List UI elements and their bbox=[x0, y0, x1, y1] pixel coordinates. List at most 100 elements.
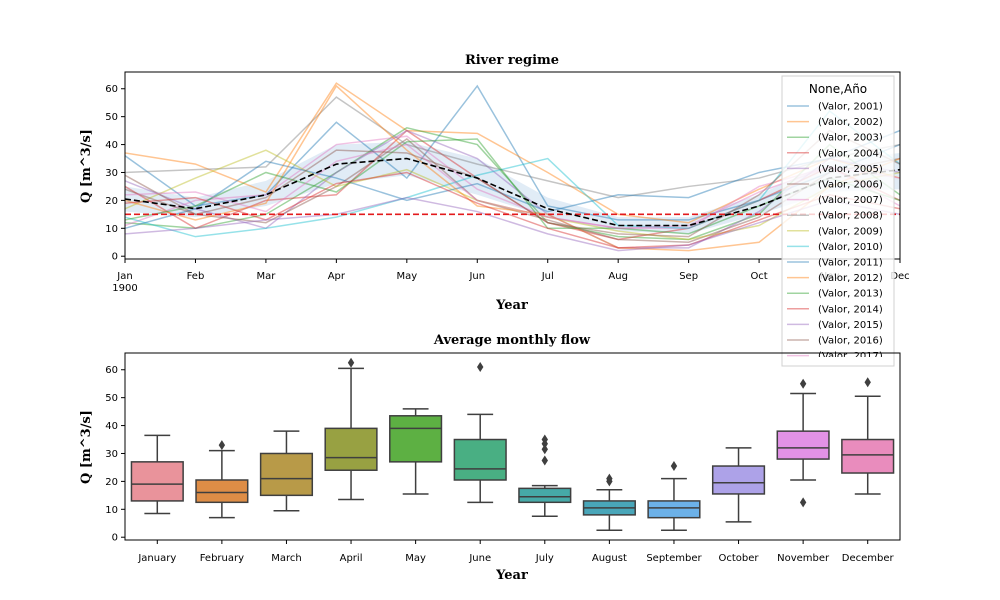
legend-entry: (Valor, 2012) bbox=[818, 273, 883, 284]
legend-box bbox=[781, 75, 895, 367]
y-tick-label: 0 bbox=[112, 252, 118, 263]
legend-entry: (Valor, 2013) bbox=[818, 289, 883, 300]
legend-entry: (Valor, 2004) bbox=[818, 148, 883, 159]
series-line-15 bbox=[124, 196, 901, 252]
series-line-17 bbox=[124, 143, 901, 230]
x-tick-label: August bbox=[592, 553, 627, 564]
legend-entry: (Valor, 2009) bbox=[818, 226, 883, 237]
series-line-11 bbox=[124, 129, 901, 230]
legend-entry: (Valor, 2011) bbox=[818, 258, 883, 269]
x-tick-label: Jan bbox=[116, 271, 132, 282]
legend-entry: (Valor, 2014) bbox=[818, 304, 883, 315]
x-tick-label: September bbox=[646, 553, 702, 564]
x-tick-label: December bbox=[842, 553, 895, 564]
x-tick-label: March bbox=[271, 553, 301, 564]
y-tick-label: 60 bbox=[105, 365, 118, 376]
x-axis: January February March April May June July Augu… bbox=[137, 540, 895, 564]
outlier-point bbox=[541, 438, 548, 449]
legend-entry: (Valor, 2001) bbox=[818, 102, 883, 113]
legend-entry: (Valor, 2008) bbox=[818, 211, 883, 222]
x-tick-label: Feb bbox=[187, 271, 205, 282]
y-axis: 0 10 20 30 40 50 60 bbox=[105, 365, 125, 544]
legend-title: None,Año bbox=[809, 82, 867, 96]
series-line-9 bbox=[124, 149, 901, 241]
plot-area bbox=[130, 357, 895, 531]
x-tick-label: Mar bbox=[256, 271, 276, 282]
x-axis: JanFebMarAprMayJunJulAugSepOctNovDec bbox=[116, 259, 910, 282]
chart-title: Average monthly flow bbox=[433, 333, 591, 348]
legend-entry: (Valor, 2002) bbox=[818, 117, 883, 128]
y-tick-label: 40 bbox=[105, 421, 118, 432]
legend-entry: (Valor, 2005) bbox=[818, 164, 883, 175]
x-tick-label: Jul bbox=[541, 271, 554, 282]
outlier-point bbox=[606, 476, 613, 487]
chart-title: River regime bbox=[465, 53, 559, 68]
y-tick-label: 50 bbox=[105, 112, 118, 123]
legend-entry: (Valor, 2007) bbox=[818, 195, 883, 206]
y-tick-label: 50 bbox=[105, 393, 118, 404]
y-tick-label: 30 bbox=[105, 449, 118, 460]
x-tick-label: Apr bbox=[328, 271, 346, 282]
box-december bbox=[841, 438, 895, 474]
mean-line bbox=[124, 157, 901, 227]
series-line-10 bbox=[124, 110, 901, 238]
average-monthly-flow-chart: Average monthly flow 0 10 20 30 40 50 60 Janua… bbox=[79, 333, 901, 583]
series-line-3 bbox=[124, 127, 901, 241]
x-axis-label: Year bbox=[495, 568, 528, 583]
box-may bbox=[389, 415, 443, 463]
x-tick-label: February bbox=[200, 553, 244, 564]
legend-entry: (Valor, 2006) bbox=[818, 180, 883, 191]
outlier-point bbox=[670, 461, 678, 472]
box-october bbox=[711, 465, 766, 495]
plot-frame bbox=[124, 71, 901, 260]
legend-entry: (Valor, 2003) bbox=[818, 133, 883, 144]
y-tick-label: 10 bbox=[105, 505, 118, 516]
x-tick-label: Dec bbox=[890, 271, 909, 282]
legend-entry: (Valor, 2016) bbox=[818, 336, 883, 347]
y-tick-label: 30 bbox=[105, 168, 118, 179]
legend-entry: (Valor, 2010) bbox=[818, 242, 883, 253]
y-tick-label: 0 bbox=[112, 533, 118, 544]
x-tick-label: January bbox=[137, 553, 176, 564]
legend-entry: (Valor, 2015) bbox=[818, 320, 883, 331]
y-tick-label: 20 bbox=[105, 196, 118, 207]
box-july bbox=[518, 487, 572, 504]
x-tick-label: June bbox=[468, 553, 491, 564]
box-march bbox=[259, 452, 314, 497]
box-february bbox=[195, 479, 249, 504]
outlier-point bbox=[541, 444, 548, 455]
y-tick-label: 20 bbox=[105, 477, 118, 488]
box-november bbox=[776, 430, 830, 460]
y-axis: 0 10 20 30 40 50 60 bbox=[105, 84, 125, 263]
box-september bbox=[647, 500, 701, 519]
y-tick-label: 10 bbox=[105, 224, 118, 235]
series-line-6 bbox=[124, 138, 901, 244]
x-tick-label: Aug bbox=[608, 271, 628, 282]
box-january bbox=[130, 461, 184, 502]
series-line-14 bbox=[124, 171, 901, 249]
legend-items: (Valor, 2001) (Valor, 2002) (Valor, 2003) (… bbox=[787, 102, 883, 362]
plot-area bbox=[124, 82, 901, 252]
box-april bbox=[324, 427, 378, 471]
legend-entry: (Valor, 2017) bbox=[818, 351, 883, 362]
x-tick-label: April bbox=[340, 553, 363, 564]
outlier-point bbox=[218, 440, 226, 451]
legend: None,Año (Valor, 2001)(Valor, 2002)(Valo… bbox=[781, 75, 895, 367]
x-tick-label: Oct bbox=[750, 271, 767, 282]
river-regime-chart: River regime 0 10 20 30 40 50 60 Jan Feb Mar Apr M… bbox=[79, 53, 910, 367]
x-tick-label: November bbox=[777, 553, 830, 564]
x-tick-label: Sep bbox=[679, 271, 698, 282]
outlier-point bbox=[477, 361, 484, 372]
outlier-point bbox=[799, 497, 807, 508]
x-tick-label: July bbox=[535, 553, 554, 564]
x-tick-label: May bbox=[396, 271, 417, 282]
y-tick-label: 60 bbox=[105, 84, 118, 95]
plot-frame bbox=[124, 352, 901, 541]
y-axis-label: Q [m^3/s] bbox=[79, 410, 94, 484]
box-june bbox=[453, 438, 507, 481]
x-tick-label: May bbox=[405, 553, 426, 564]
series-line-12 bbox=[124, 84, 901, 252]
x-tick-sublabel: 1900 bbox=[112, 283, 137, 294]
outlier-point bbox=[799, 378, 807, 389]
